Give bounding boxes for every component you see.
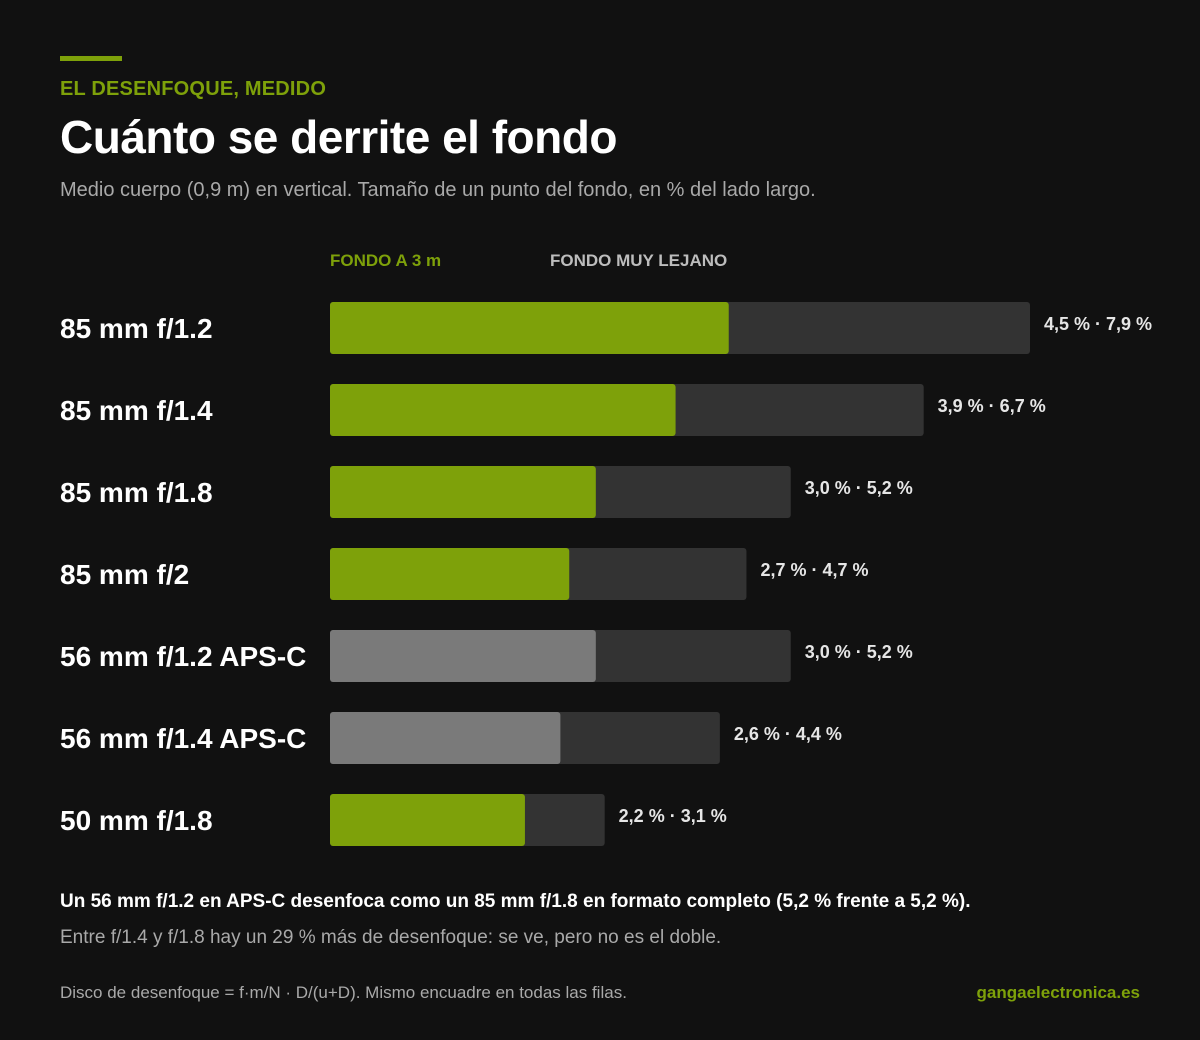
category-label: 85 mm f/2 — [60, 559, 189, 590]
bar-near-background — [330, 548, 570, 600]
bar-near-background — [330, 630, 596, 682]
value-label: 3,9 % · 6,7 % — [938, 396, 1046, 416]
page-title: Cuánto se derrite el fondo — [60, 111, 617, 163]
legend-far-background: FONDO MUY LEJANO — [550, 251, 728, 270]
value-label: 2,2 % · 3,1 % — [619, 806, 727, 826]
category-label: 85 mm f/1.8 — [60, 477, 213, 508]
value-label: 2,6 % · 4,4 % — [734, 724, 842, 744]
brand-link[interactable]: gangaelectronica.es — [976, 983, 1140, 1002]
category-label: 85 mm f/1.4 — [60, 395, 213, 426]
subtitle: Medio cuerpo (0,9 m) en vertical. Tamaño… — [60, 179, 816, 201]
formula-footnote: Disco de desenfoque = f·m/N · D/(u+D). M… — [60, 983, 627, 1002]
bar-near-background — [330, 384, 676, 436]
legend-near-background: FONDO A 3 m — [330, 251, 442, 270]
value-label: 3,0 % · 5,2 % — [805, 478, 913, 498]
bar-near-background — [330, 466, 596, 518]
value-label: 4,5 % · 7,9 % — [1044, 314, 1152, 334]
category-label: 56 mm f/1.4 APS-C — [60, 723, 306, 754]
category-label: 50 mm f/1.8 — [60, 805, 213, 836]
value-label: 2,7 % · 4,7 % — [760, 560, 868, 580]
category-label: 56 mm f/1.2 APS-C — [60, 641, 306, 672]
bar-near-background — [330, 794, 525, 846]
secondary-note: Entre f/1.4 y f/1.8 hay un 29 % más de d… — [60, 927, 722, 948]
kicker: EL DESENFOQUE, MEDIDO — [60, 78, 327, 100]
accent-line — [60, 56, 122, 61]
value-label: 3,0 % · 5,2 % — [805, 642, 913, 662]
key-finding-note: Un 56 mm f/1.2 en APS-C desenfoca como u… — [60, 891, 971, 912]
bar-near-background — [330, 302, 729, 354]
category-label: 85 mm f/1.2 — [60, 313, 213, 344]
bar-near-background — [330, 712, 561, 764]
